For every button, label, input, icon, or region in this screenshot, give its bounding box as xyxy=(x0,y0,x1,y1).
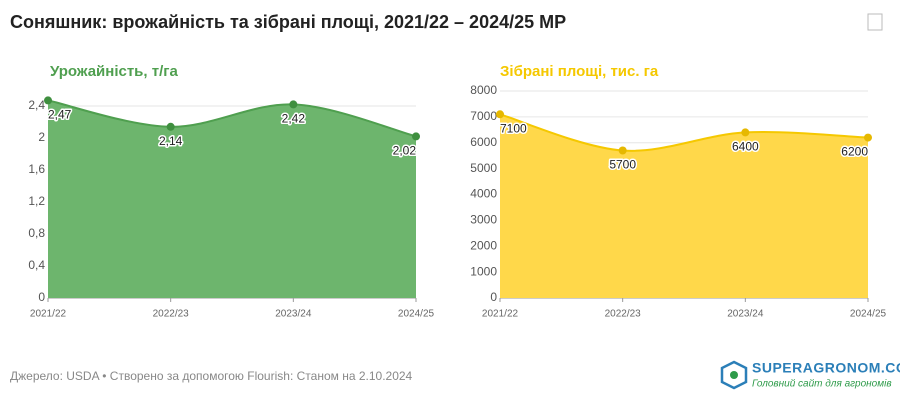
y-tick-label: 3000 xyxy=(470,213,497,227)
y-tick-label: 1,6 xyxy=(28,162,45,176)
area xyxy=(500,114,868,298)
value-label: 5700 xyxy=(609,158,636,172)
point xyxy=(618,146,627,155)
logo-icon xyxy=(720,360,748,390)
area xyxy=(48,100,416,299)
y-tick-label: 0 xyxy=(38,290,45,304)
x-tick-label: 2022/23 xyxy=(605,309,642,320)
value-label: 2,42 xyxy=(282,112,306,126)
value-label: 6200 xyxy=(841,145,868,159)
y-tick-label: 0,4 xyxy=(28,258,45,272)
x-tick-label: 2023/24 xyxy=(727,309,764,320)
x-tick-label: 2021/22 xyxy=(30,309,67,320)
point xyxy=(44,96,52,105)
point xyxy=(864,133,872,142)
y-tick-label: 6000 xyxy=(470,135,497,149)
logo-name: SUPERAGRONOM.COM xyxy=(752,360,900,376)
y-tick-label: 0 xyxy=(490,290,497,304)
y-tick-label: 7000 xyxy=(470,109,497,123)
y-tick-label: 1000 xyxy=(470,264,497,278)
y-tick-label: 0,8 xyxy=(28,226,45,240)
y-tick-label: 2 xyxy=(38,130,45,144)
broken-image-icon xyxy=(867,13,883,31)
line xyxy=(47,99,417,138)
source-note: Джерело: USDA • Створено за допомогою Fl… xyxy=(10,369,413,383)
point xyxy=(496,110,504,119)
x-tick-label: 2024/25 xyxy=(850,309,887,320)
value-label: 2,14 xyxy=(159,134,183,148)
line xyxy=(499,113,869,152)
point xyxy=(412,132,420,141)
x-tick-label: 2024/25 xyxy=(398,309,435,320)
point xyxy=(741,128,750,137)
y-tick-label: 8000 xyxy=(470,83,497,97)
chart-subtitle: Урожайність, т/га xyxy=(50,63,179,80)
logo-dot xyxy=(730,371,738,379)
y-tick-label: 2,4 xyxy=(28,98,45,112)
y-tick-label: 4000 xyxy=(470,187,497,201)
x-tick-label: 2021/22 xyxy=(482,309,519,320)
x-tick-label: 2023/24 xyxy=(275,309,312,320)
value-label: 2,02 xyxy=(393,144,417,158)
logo: SUPERAGRONOM.COM Головний сайт для агрон… xyxy=(720,360,900,390)
page-title: Соняшник: врожайність та зібрані площі, … xyxy=(10,12,566,32)
value-label: 2,47 xyxy=(48,108,72,122)
logo-tagline: Головний сайт для агрономів xyxy=(752,379,892,390)
chart-subtitle: Зібрані площі, тис. га xyxy=(500,63,659,80)
value-label: 7100 xyxy=(500,121,527,135)
y-tick-label: 1,2 xyxy=(28,194,45,208)
x-tick-label: 2022/23 xyxy=(153,309,190,320)
y-tick-label: 2000 xyxy=(470,238,497,252)
point xyxy=(289,100,298,109)
y-tick-label: 5000 xyxy=(470,161,497,175)
value-label: 6400 xyxy=(732,140,759,154)
point xyxy=(166,122,175,131)
